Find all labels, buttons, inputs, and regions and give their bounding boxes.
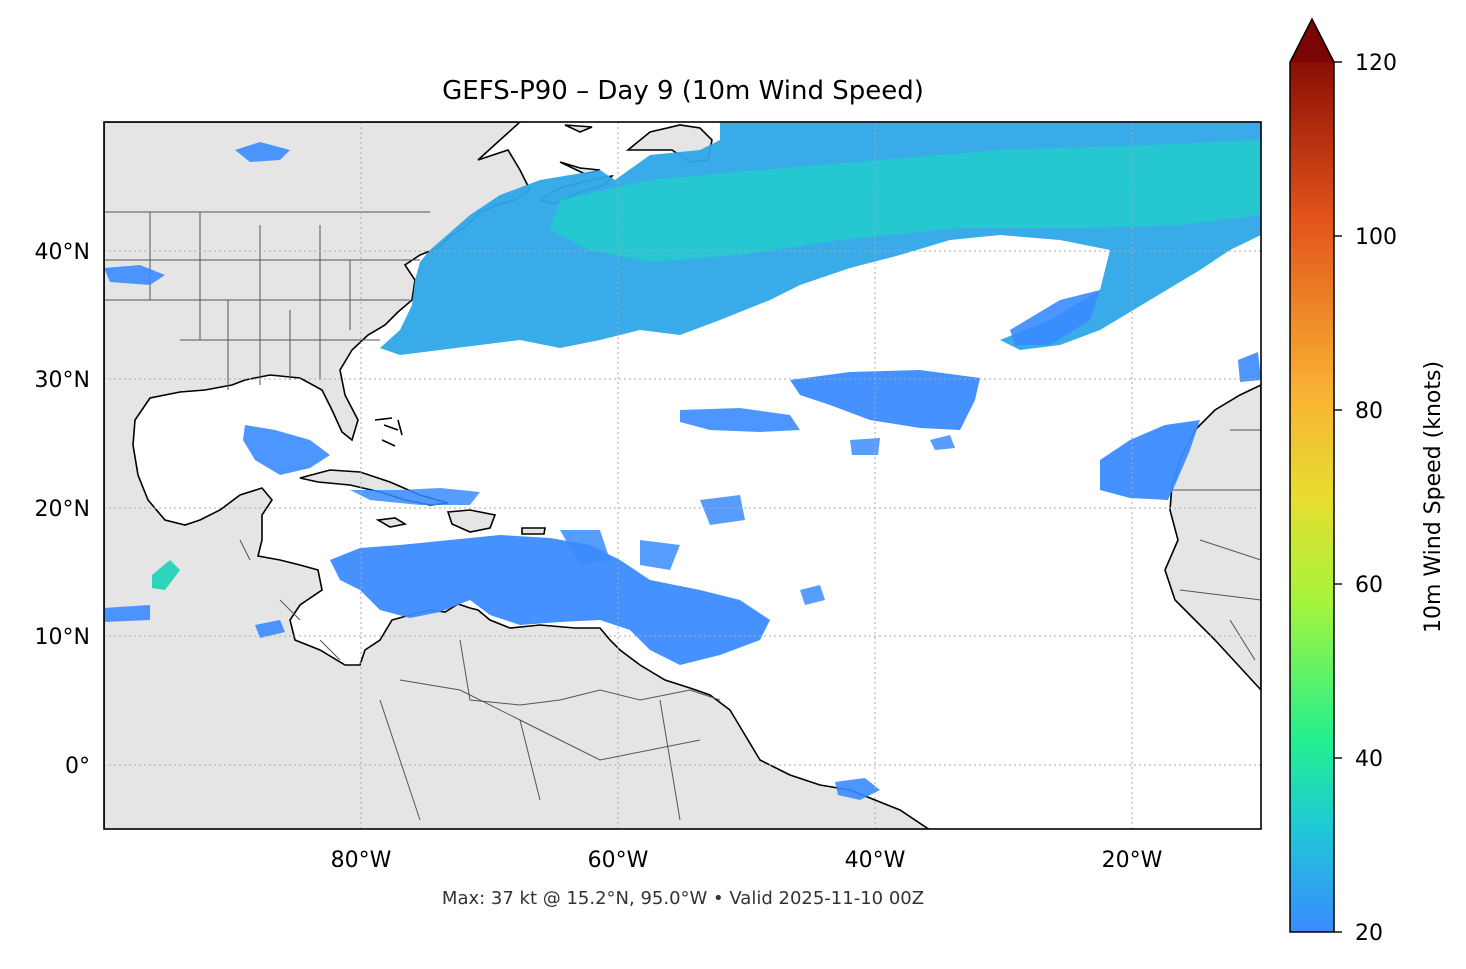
wind-patch-east bbox=[1100, 420, 1200, 500]
land-puerto-rico bbox=[521, 527, 546, 535]
cbar-tick-120: 120 bbox=[1355, 51, 1397, 76]
footer-caption: Max: 37 kt @ 15.2°N, 95.0°W • Valid 2025… bbox=[442, 888, 924, 909]
y-tick-30n: 30°N bbox=[35, 368, 90, 393]
map-title: GEFS-P90 – Day 9 (10m Wind Speed) bbox=[442, 76, 924, 106]
map-frame bbox=[103, 121, 1262, 830]
colorbar-label: 10m Wind Speed (knots) bbox=[1421, 361, 1446, 633]
y-tick-0: 0° bbox=[65, 754, 90, 779]
colorbar-gradient bbox=[1290, 62, 1334, 932]
map-panel bbox=[104, 122, 1261, 829]
cbar-tick-20: 20 bbox=[1355, 921, 1383, 946]
wind-patch-pacific2 bbox=[104, 605, 285, 638]
wind-patch-south bbox=[835, 778, 880, 800]
y-tick-40n: 40°N bbox=[35, 240, 90, 265]
x-tick-20w: 20°W bbox=[1102, 848, 1163, 873]
y-tick-labels: 40°N 30°N 20°N 10°N 0° bbox=[35, 240, 90, 779]
wind-patch-specks bbox=[560, 435, 955, 605]
wind-patch-greatlakes bbox=[104, 142, 290, 285]
cbar-tick-100: 100 bbox=[1355, 225, 1397, 250]
colorbar-extend-arrow bbox=[1290, 19, 1334, 62]
wind-patch-caribbean bbox=[330, 535, 770, 665]
wind-swath-north-core bbox=[550, 140, 1261, 262]
land-bahamas bbox=[374, 417, 403, 447]
x-tick-40w: 40°W bbox=[845, 848, 906, 873]
x-tick-60w: 60°W bbox=[588, 848, 649, 873]
wind-speed-field bbox=[104, 122, 1261, 800]
cbar-tick-80: 80 bbox=[1355, 399, 1383, 424]
land-jamaica bbox=[375, 517, 408, 528]
colorbar: 20 40 60 80 100 120 10m Wind Speed (knot… bbox=[1289, 17, 1446, 946]
cbar-tick-40: 40 bbox=[1355, 747, 1383, 772]
wind-patch-bahamas bbox=[350, 488, 480, 505]
borders bbox=[104, 211, 1261, 821]
land-north-america bbox=[104, 122, 930, 829]
wind-patch-central2 bbox=[680, 408, 800, 432]
land-africa bbox=[1164, 384, 1261, 692]
colorbar-outline bbox=[1289, 17, 1335, 933]
x-tick-80w: 80°W bbox=[331, 848, 392, 873]
wind-patch-azores bbox=[1238, 352, 1261, 382]
colorbar-ticks bbox=[1334, 61, 1342, 933]
wind-patch-pacific bbox=[152, 560, 180, 590]
wind-patch-central bbox=[790, 370, 980, 430]
cbar-tick-60: 60 bbox=[1355, 573, 1383, 598]
wind-patch-gulf bbox=[243, 425, 330, 475]
x-tick-labels: 80°W 60°W 40°W 20°W bbox=[331, 848, 1163, 873]
y-tick-20n: 20°N bbox=[35, 497, 90, 522]
wind-patch-ne-atlantic bbox=[1010, 290, 1100, 345]
y-tick-10n: 10°N bbox=[35, 625, 90, 650]
land-hispaniola bbox=[446, 509, 497, 533]
